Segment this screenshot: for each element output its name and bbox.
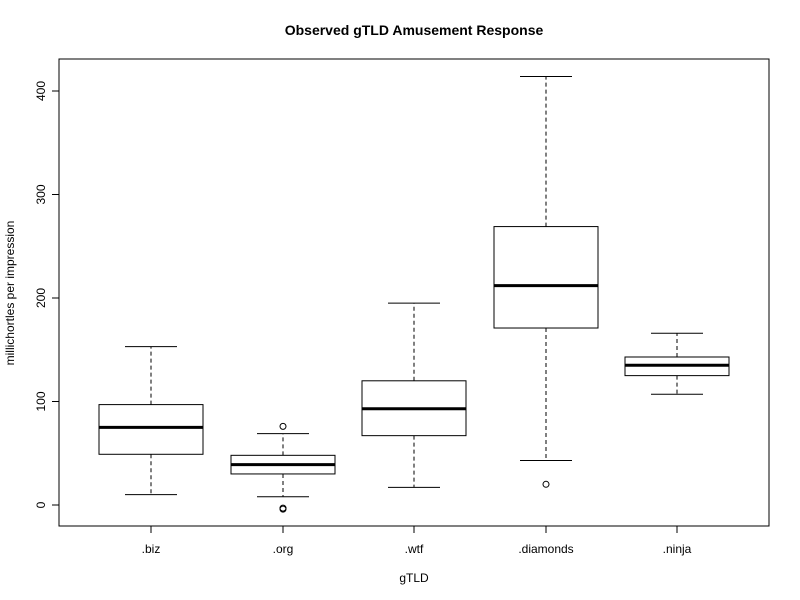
y-tick-label: 400 xyxy=(34,81,48,101)
chart-title: Observed gTLD Amusement Response xyxy=(285,22,544,38)
y-tick-label: 0 xyxy=(34,501,48,508)
plot-frame xyxy=(58,58,770,527)
box-ninja xyxy=(624,332,730,395)
x-tick-label: .org xyxy=(273,542,294,556)
x-tick-label: .wtf xyxy=(405,542,424,556)
y-tick-label: 100 xyxy=(34,391,48,411)
y-axis-label: millichortles per impression xyxy=(3,221,17,366)
x-tick-label: .biz xyxy=(142,542,161,556)
x-tick-label: .diamonds xyxy=(518,542,573,556)
x-axis-label: gTLD xyxy=(399,571,429,585)
x-axis: .biz .org .wtf .diamonds .ninja xyxy=(142,525,692,556)
x-tick-label: .ninja xyxy=(663,542,692,556)
y-tick-label: 300 xyxy=(34,184,48,204)
box-wtf xyxy=(361,302,467,488)
outlier-point xyxy=(279,422,287,430)
boxes-group xyxy=(98,76,730,513)
iqr-box xyxy=(493,226,599,329)
y-axis: 0 100 200 300 400 xyxy=(34,81,60,508)
outlier-point xyxy=(542,480,550,488)
outlier-point xyxy=(279,505,287,513)
y-tick-label: 200 xyxy=(34,288,48,308)
box-org xyxy=(230,422,336,513)
box-biz xyxy=(98,346,204,496)
iqr-box xyxy=(98,404,204,455)
box-diamonds xyxy=(493,76,599,488)
